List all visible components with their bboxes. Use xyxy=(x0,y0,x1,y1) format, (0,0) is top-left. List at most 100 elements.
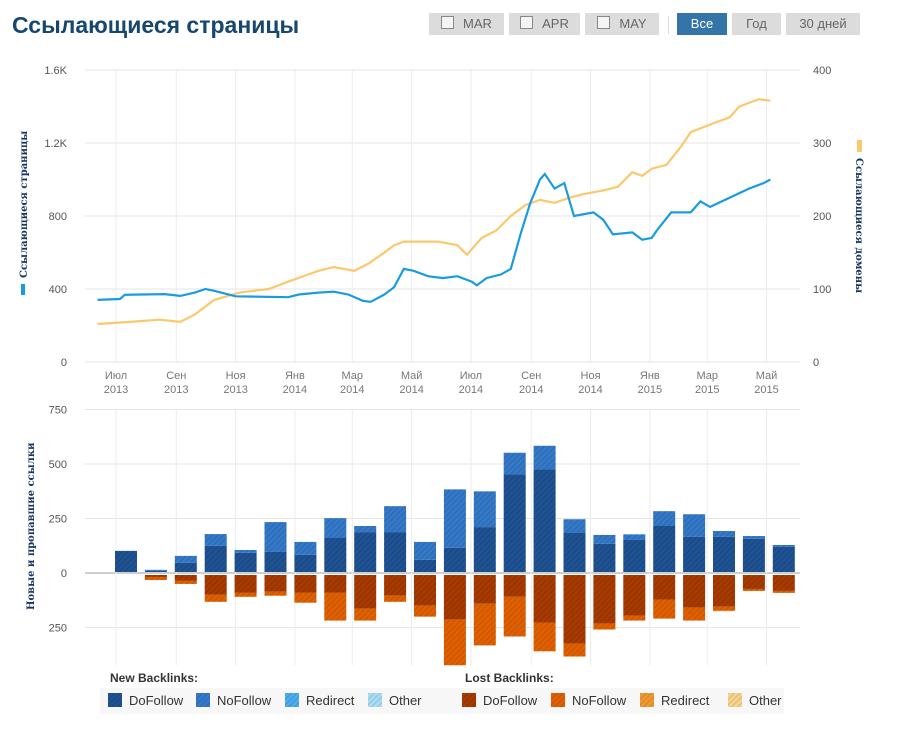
legend-label: DoFollow xyxy=(483,693,538,708)
legend-item-lost-dofollow[interactable]: DoFollow xyxy=(462,693,537,709)
bar-hatch xyxy=(115,550,137,572)
bar-hatch xyxy=(144,576,167,581)
page-title: Ссылающиеся страницы xyxy=(12,12,300,38)
divider xyxy=(668,16,669,34)
y-axis-title: Новые и пропавшие ссылки xyxy=(26,442,37,610)
mar-checkbox-button[interactable]: MAR xyxy=(429,13,504,35)
checkbox-icon[interactable] xyxy=(441,16,455,29)
legend-label: Redirect xyxy=(306,693,355,708)
bar-hatch xyxy=(593,623,616,630)
x-tick-label: Мар xyxy=(342,370,364,382)
bar-hatch xyxy=(653,599,676,619)
x-tick-year: 2014 xyxy=(283,384,307,396)
bar-hatch xyxy=(443,619,466,666)
x-tick-year: 2014 xyxy=(578,384,602,396)
bar-hatch xyxy=(563,519,586,533)
range-30days-button[interactable]: 30 дней xyxy=(786,13,860,35)
y-tick-label: 750 xyxy=(49,405,67,417)
bar-hatch xyxy=(204,534,227,546)
range-year-button[interactable]: Год xyxy=(732,13,781,35)
legend-item-lost-nofollow[interactable]: NoFollow xyxy=(551,693,626,709)
y2-tick-label: 100 xyxy=(813,284,831,296)
bar-hatch xyxy=(294,554,317,572)
x-tick-label: Янв xyxy=(640,370,660,382)
bar-hatch xyxy=(234,552,257,572)
checkbox-icon[interactable] xyxy=(597,16,611,29)
x-tick-year: 2014 xyxy=(340,384,364,396)
legend-swatch xyxy=(640,693,654,707)
bar-hatch xyxy=(414,559,436,572)
legend-item-lost-redirect[interactable]: Redirect xyxy=(640,693,709,709)
legend-item-new-redirect[interactable]: Redirect xyxy=(285,693,354,709)
x-tick-year: 2015 xyxy=(638,384,662,396)
bar-hatch xyxy=(264,522,287,552)
bar-hatch xyxy=(473,527,496,572)
legend-item-new-other[interactable]: Other xyxy=(368,693,422,709)
bar-hatch xyxy=(623,534,646,535)
y-tick-label: 1.2K xyxy=(44,138,67,150)
bar-hatch xyxy=(653,511,676,527)
checkbox-icon[interactable] xyxy=(520,16,534,29)
bar-hatch xyxy=(653,526,676,572)
bar-hatch xyxy=(533,469,556,572)
y2-tick-label: 0 xyxy=(813,357,819,369)
legend-item-new-dofollow[interactable]: DoFollow xyxy=(108,693,183,709)
bar-hatch xyxy=(593,575,616,624)
bar-hatch xyxy=(443,489,466,548)
bar-hatch xyxy=(683,536,706,572)
bar-hatch xyxy=(264,591,287,596)
pages-series-marker xyxy=(21,284,25,295)
x-tick-label: Сен xyxy=(521,370,541,382)
legend-item-lost-other[interactable]: Other xyxy=(728,693,782,709)
x-tick-label: Май xyxy=(401,370,423,382)
y-tick-label: 1.6K xyxy=(44,65,67,77)
bar-hatch xyxy=(623,615,646,621)
bar-hatch xyxy=(593,534,616,544)
range-all-button[interactable]: Все xyxy=(677,13,727,35)
line-chart: 0 0 400 100 800 200 1.2K 300 1.6K 400 Июл 2013 Сен 20… xyxy=(19,65,864,396)
bar-hatch xyxy=(653,575,676,600)
may-checkbox-button[interactable]: MAY xyxy=(585,13,659,35)
bar-hatch xyxy=(144,570,167,572)
bar-hatch xyxy=(144,575,167,577)
x-tick-year: 2014 xyxy=(519,384,543,396)
bar-hatch xyxy=(772,546,795,572)
bar-hatch xyxy=(503,575,526,597)
bar-hatch xyxy=(414,575,436,606)
bar-hatch xyxy=(354,526,377,533)
y2-tick-label: 300 xyxy=(813,138,831,150)
legend-swatch xyxy=(551,693,565,707)
legend-item-new-nofollow[interactable]: NoFollow xyxy=(196,693,271,709)
bar-hatch xyxy=(533,575,556,623)
bar-hatch xyxy=(384,532,407,572)
x-tick-label: Сен xyxy=(166,370,186,382)
bar-hatch xyxy=(294,592,317,603)
bar-hatch xyxy=(174,562,197,572)
y-axis-title: Ссылающиеся страницы xyxy=(19,131,30,278)
bar-hatch xyxy=(144,569,167,571)
x-tick-label: Июл xyxy=(105,370,127,382)
y-tick-label: 500 xyxy=(49,459,67,471)
bar-hatch xyxy=(414,605,436,617)
bar-hatch xyxy=(623,534,646,540)
y-tick-label: 250 xyxy=(49,623,67,635)
bar-hatch xyxy=(294,541,317,555)
bar-hatch xyxy=(772,590,795,593)
bar-hatch xyxy=(264,575,287,592)
referring-pages-line xyxy=(97,172,771,303)
bar-hatch xyxy=(234,592,257,597)
y2-axis-title: Ссылающиеся домены xyxy=(853,158,864,293)
legend-label: Other xyxy=(749,693,782,708)
bar-hatch xyxy=(503,452,526,475)
legend-swatch xyxy=(108,693,122,707)
bar-hatch xyxy=(623,575,646,616)
bar-hatch xyxy=(742,575,765,589)
legend-swatch xyxy=(462,693,476,707)
apr-checkbox-button[interactable]: APR xyxy=(509,13,580,35)
bar-hatch xyxy=(354,532,377,572)
x-tick-label: Ноя xyxy=(226,370,246,382)
bar-hatch xyxy=(533,622,556,652)
bar-hatch xyxy=(384,506,407,533)
